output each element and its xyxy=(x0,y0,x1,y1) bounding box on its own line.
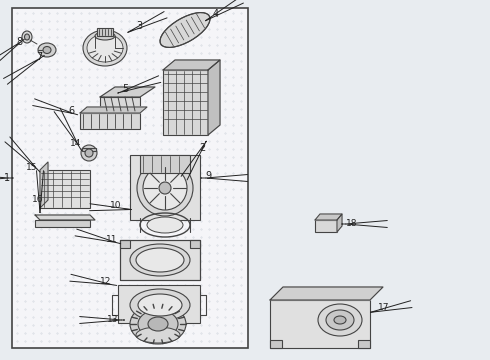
Text: 17: 17 xyxy=(378,303,390,312)
Bar xyxy=(97,28,113,36)
Bar xyxy=(130,155,200,220)
Bar xyxy=(270,300,370,348)
Ellipse shape xyxy=(22,31,32,43)
Text: 2: 2 xyxy=(199,143,205,153)
Bar xyxy=(40,170,90,208)
Ellipse shape xyxy=(318,304,362,336)
Ellipse shape xyxy=(130,289,190,321)
Bar xyxy=(12,8,248,348)
Ellipse shape xyxy=(147,217,183,233)
Text: 7: 7 xyxy=(36,52,42,62)
Polygon shape xyxy=(100,87,155,97)
Ellipse shape xyxy=(138,294,182,316)
Bar xyxy=(35,220,90,227)
Ellipse shape xyxy=(148,317,168,331)
Bar xyxy=(82,148,96,151)
Bar xyxy=(140,155,190,173)
Text: 3: 3 xyxy=(136,21,142,31)
Bar xyxy=(315,220,337,232)
Ellipse shape xyxy=(160,13,210,48)
Ellipse shape xyxy=(87,34,123,62)
Ellipse shape xyxy=(159,182,171,194)
Polygon shape xyxy=(35,215,95,220)
Ellipse shape xyxy=(85,149,93,157)
Bar xyxy=(120,240,130,248)
Ellipse shape xyxy=(334,316,346,324)
Bar xyxy=(358,340,370,348)
Polygon shape xyxy=(208,60,220,135)
Ellipse shape xyxy=(24,34,29,40)
Text: 18: 18 xyxy=(346,220,358,229)
Ellipse shape xyxy=(38,43,56,57)
Ellipse shape xyxy=(43,46,51,54)
Polygon shape xyxy=(337,214,342,232)
Bar xyxy=(80,113,140,129)
Polygon shape xyxy=(270,287,383,300)
Ellipse shape xyxy=(130,304,186,344)
Bar xyxy=(100,97,140,111)
Ellipse shape xyxy=(130,244,190,276)
Text: 9: 9 xyxy=(205,171,211,181)
Text: 4: 4 xyxy=(213,9,219,19)
Text: 5: 5 xyxy=(122,84,128,94)
Text: 13: 13 xyxy=(107,315,119,324)
Polygon shape xyxy=(315,214,342,220)
Polygon shape xyxy=(40,162,48,208)
Bar xyxy=(163,70,208,135)
Text: 16: 16 xyxy=(32,194,44,203)
Ellipse shape xyxy=(83,30,127,66)
Text: 14: 14 xyxy=(70,139,81,148)
Polygon shape xyxy=(80,107,147,113)
Text: 15: 15 xyxy=(26,162,38,171)
Text: 1: 1 xyxy=(4,173,10,183)
Ellipse shape xyxy=(143,166,187,210)
Bar xyxy=(118,285,200,323)
Ellipse shape xyxy=(136,248,184,272)
Text: 12: 12 xyxy=(100,278,111,287)
Ellipse shape xyxy=(137,160,193,216)
Text: 11: 11 xyxy=(106,235,118,244)
Text: 10: 10 xyxy=(110,202,122,211)
Polygon shape xyxy=(163,60,220,70)
Ellipse shape xyxy=(138,310,178,338)
Ellipse shape xyxy=(95,32,115,40)
Bar xyxy=(190,240,200,248)
Ellipse shape xyxy=(81,145,97,161)
Text: 6: 6 xyxy=(68,106,74,116)
Ellipse shape xyxy=(136,327,180,343)
Bar xyxy=(270,340,282,348)
Bar xyxy=(120,240,200,280)
Text: 8: 8 xyxy=(16,37,22,47)
Ellipse shape xyxy=(326,310,354,330)
